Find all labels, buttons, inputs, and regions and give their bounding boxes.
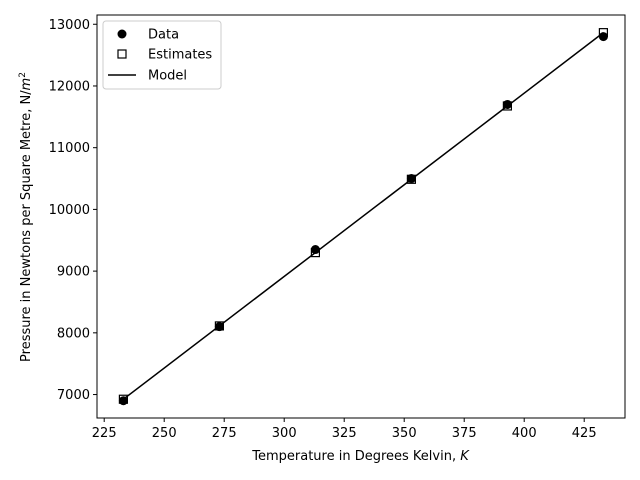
y-tick-label: 12000 xyxy=(49,79,90,94)
y-axis-label-text: Pressure in Newtons per Square Metre, N/ xyxy=(19,90,34,362)
x-tick-label: 225 xyxy=(92,426,117,441)
legend-estimates-label: Estimates xyxy=(148,48,212,63)
legend-data-marker xyxy=(118,30,127,39)
x-tick-label: 375 xyxy=(452,426,477,441)
x-tick-label: 325 xyxy=(332,426,357,441)
x-tick-label: 425 xyxy=(572,426,597,441)
y-tick-label: 11000 xyxy=(49,141,90,156)
x-tick-label: 300 xyxy=(272,426,297,441)
data-point xyxy=(311,245,320,254)
x-tick-label: 275 xyxy=(212,426,237,441)
data-point xyxy=(119,396,128,405)
y-tick-label: 7000 xyxy=(57,388,90,403)
y-axis-label-variable: m xyxy=(19,78,34,91)
x-axis-label-text: Temperature in Degrees Kelvin, xyxy=(251,449,460,464)
legend: Data Estimates Model xyxy=(103,21,221,89)
x-axis-label: Temperature in Degrees Kelvin, K xyxy=(251,449,470,464)
x-tick-label: 350 xyxy=(392,426,417,441)
y-tick-label: 10000 xyxy=(49,203,90,218)
y-axis-label-exponent: 2 xyxy=(18,72,28,78)
y-tick-label: 8000 xyxy=(57,326,90,341)
y-tick-label: 13000 xyxy=(49,18,90,33)
y-axis-label: Pressure in Newtons per Square Metre, N/… xyxy=(18,72,34,362)
x-axis-label-variable: K xyxy=(460,449,470,464)
y-tick-label: 9000 xyxy=(57,265,90,280)
x-tick-label: 250 xyxy=(152,426,177,441)
x-tick-label: 400 xyxy=(512,426,537,441)
data-point xyxy=(503,100,512,109)
legend-model-label: Model xyxy=(148,69,187,84)
legend-data-label: Data xyxy=(148,28,179,43)
